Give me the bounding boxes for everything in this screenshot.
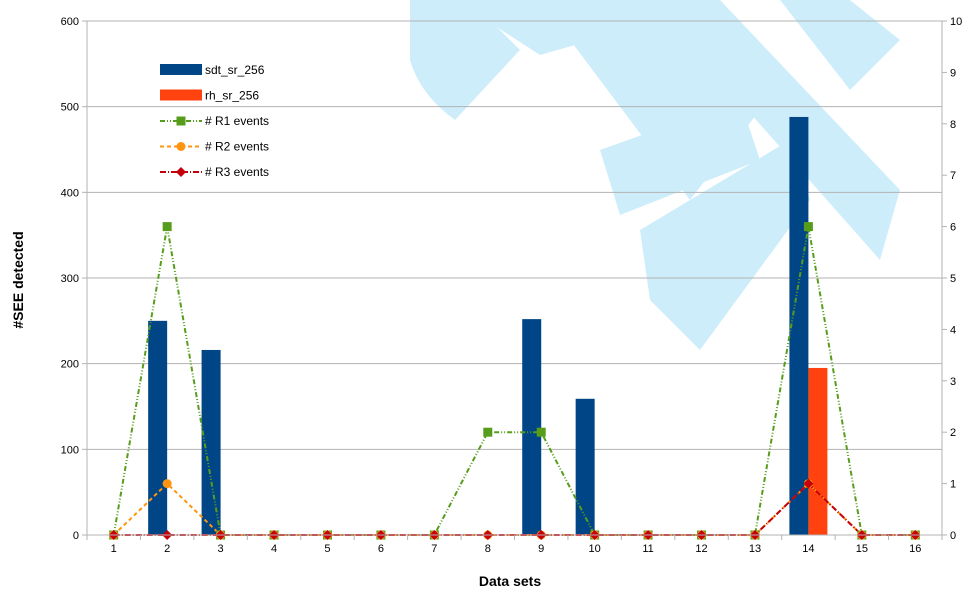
y2-tick-label-8: 8 bbox=[950, 119, 956, 131]
x-tick-label-12: 12 bbox=[695, 543, 707, 555]
y-axis-ticks: 0 100 200 300 400 500 600 bbox=[61, 16, 87, 542]
y2-tick-label-2: 2 bbox=[950, 427, 956, 439]
y2-tick-label-1: 1 bbox=[950, 479, 956, 491]
legend-label-line-3: # R3 events bbox=[205, 165, 269, 179]
point-1-9 bbox=[536, 427, 546, 437]
y-tick-label-100: 100 bbox=[61, 444, 79, 456]
gridlines bbox=[87, 20, 942, 536]
x-axis-title: Data sets bbox=[479, 573, 541, 589]
y-tick-label-500: 500 bbox=[61, 102, 79, 114]
legend-swatch-bar-1 bbox=[160, 64, 202, 75]
point-2-2 bbox=[162, 479, 172, 489]
x-tick-label-14: 14 bbox=[802, 543, 814, 555]
x-tick-label-1: 1 bbox=[111, 543, 117, 555]
y2-tick-label-3: 3 bbox=[950, 376, 956, 388]
y2-tick-label-5: 5 bbox=[950, 273, 956, 285]
y2-tick-label-6: 6 bbox=[950, 222, 956, 234]
bar-sdt_sr_256-3 bbox=[201, 349, 221, 535]
bar-sdt_sr_256-14 bbox=[789, 116, 809, 536]
legend: sdt_sr_256 rh_sr_256 # R1 events # R2 event… bbox=[160, 63, 269, 179]
bars bbox=[148, 116, 828, 536]
bar-rh_sr_256-14 bbox=[808, 367, 828, 535]
y2-tick-label-7: 7 bbox=[950, 170, 956, 182]
watermark-logo bbox=[410, 0, 900, 350]
y2-tick-label-9: 9 bbox=[950, 67, 956, 79]
point-1-8 bbox=[483, 427, 493, 437]
y2-tick-label-4: 4 bbox=[950, 324, 956, 336]
x-tick-label-13: 13 bbox=[749, 543, 761, 555]
x-tick-label-10: 10 bbox=[589, 543, 601, 555]
x-axis-ticks: 1 2 3 4 5 6 7 8 9 10 11 12 13 14 15 16 bbox=[86, 535, 943, 555]
x-tick-label-4: 4 bbox=[271, 543, 277, 555]
point-1-2 bbox=[162, 222, 172, 232]
x-tick-label-15: 15 bbox=[856, 543, 868, 555]
bar-sdt_sr_256-9 bbox=[522, 319, 542, 535]
y-tick-label-200: 200 bbox=[61, 359, 79, 371]
y2-axis-ticks: 0 1 2 3 4 5 6 7 8 9 10 bbox=[942, 16, 962, 542]
x-tick-label-11: 11 bbox=[642, 543, 653, 555]
x-tick-label-16: 16 bbox=[909, 543, 921, 555]
x-tick-label-6: 6 bbox=[378, 543, 384, 555]
x-tick-label-2: 2 bbox=[164, 543, 170, 555]
legend-label-bar-2: rh_sr_256 bbox=[205, 89, 259, 103]
x-tick-label-9: 9 bbox=[538, 543, 544, 555]
y2-tick-label-0: 0 bbox=[950, 530, 956, 542]
legend-marker-1 bbox=[176, 116, 186, 126]
bar-sdt_sr_256-2 bbox=[148, 320, 168, 535]
y-tick-label-300: 300 bbox=[61, 273, 79, 285]
point-3-14 bbox=[803, 478, 814, 489]
y-tick-label-600: 600 bbox=[61, 16, 79, 28]
legend-swatch-bar-2 bbox=[160, 89, 202, 101]
x-tick-label-3: 3 bbox=[218, 543, 224, 555]
legend-label-bar-1: sdt_sr_256 bbox=[205, 63, 265, 77]
x-tick-label-7: 7 bbox=[431, 543, 437, 555]
bar-sdt_sr_256-10 bbox=[575, 398, 595, 535]
point-1-14 bbox=[803, 222, 813, 232]
y-axis-title: #SEE detected bbox=[10, 231, 26, 328]
y2-tick-label-10: 10 bbox=[950, 16, 962, 28]
legend-label-line-2: # R2 events bbox=[205, 140, 269, 154]
x-tick-label-8: 8 bbox=[485, 543, 491, 555]
x-tick-label-5: 5 bbox=[324, 543, 330, 555]
legend-marker-2 bbox=[176, 142, 186, 151]
y-tick-label-400: 400 bbox=[61, 187, 79, 199]
legend-label-line-1: # R1 events bbox=[205, 114, 269, 128]
legend-marker-3 bbox=[176, 167, 186, 177]
y-tick-label-0: 0 bbox=[73, 530, 79, 542]
